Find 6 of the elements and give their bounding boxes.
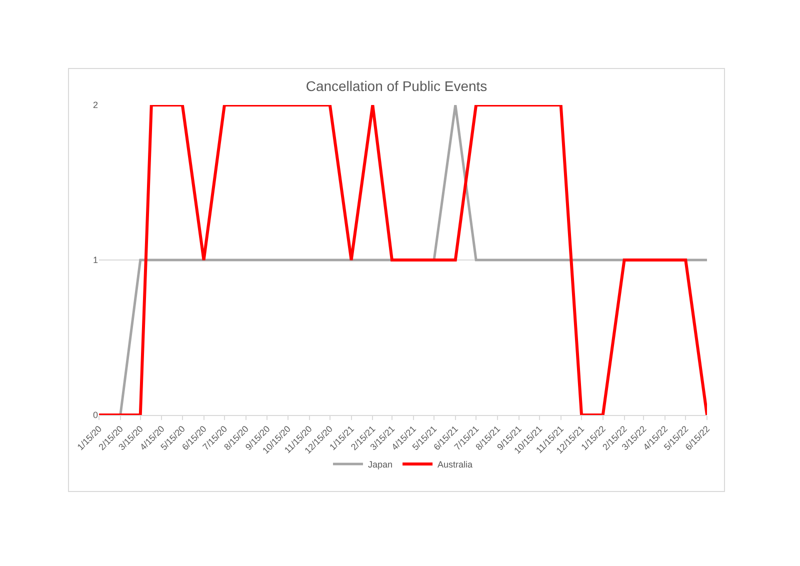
- legend-label: Japan: [368, 459, 393, 470]
- y-tick-label: 1: [92, 255, 98, 266]
- chart-title: Cancellation of Public Events: [306, 78, 488, 94]
- y-tick-label: 2: [92, 100, 98, 110]
- legend-label: Australia: [438, 459, 473, 470]
- y-tick-label: 0: [92, 410, 98, 420]
